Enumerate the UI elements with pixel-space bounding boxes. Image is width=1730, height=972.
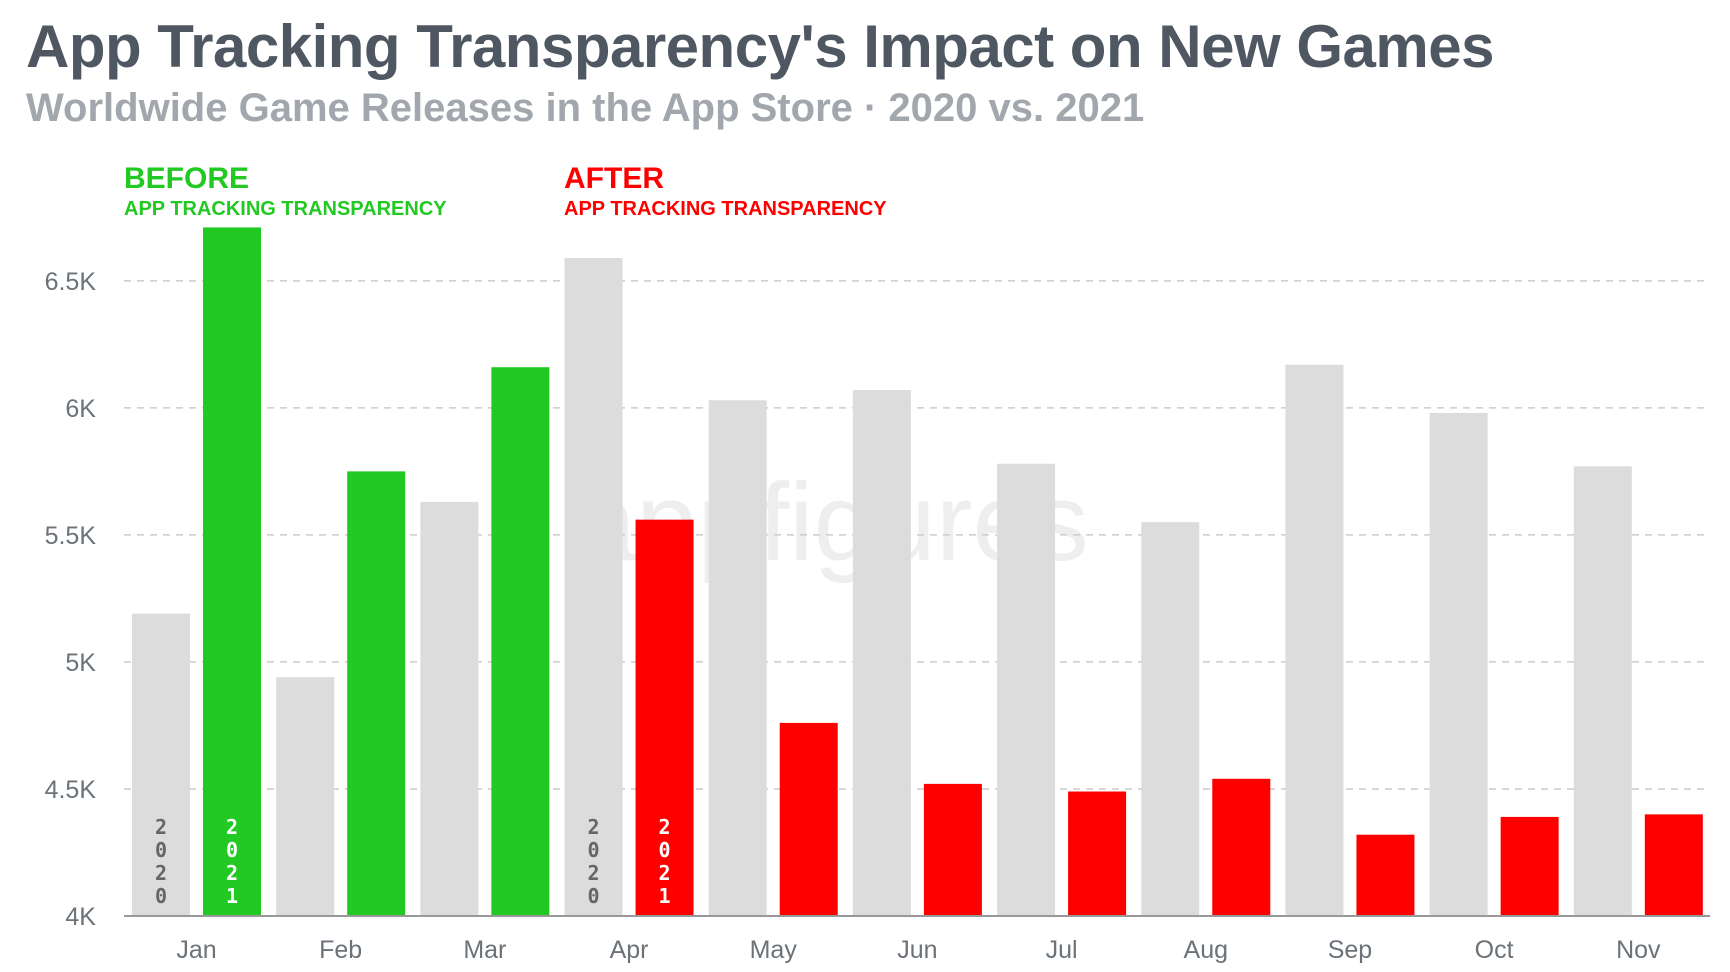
x-tick-label: Jul	[1046, 936, 1078, 964]
chart-title: App Tracking Transparency's Impact on Ne…	[26, 13, 1494, 80]
x-axis-ticks: Jan Feb Mar Apr May Jun Jul Aug Sep Oct Nov	[176, 936, 1661, 964]
bar-2021-mar	[491, 367, 550, 916]
bar-2021-jun	[923, 783, 982, 916]
x-tick-label: Sep	[1328, 936, 1372, 964]
bar-2021-jan	[203, 227, 261, 917]
chart-subtitle: Worldwide Game Releases in the App Store…	[26, 86, 1145, 130]
bar-2021-feb	[347, 471, 406, 916]
bar-2020-feb	[276, 677, 335, 916]
bar-2021-nov	[1644, 814, 1703, 916]
bars: 2 0 2 0 2 0 2 1 2 0 2 0 2 0 2 1	[132, 227, 1703, 917]
bar-2021-jul	[1068, 791, 1127, 916]
x-tick-label: Oct	[1475, 936, 1514, 964]
bar-2020-apr	[564, 257, 623, 917]
bar-2020-jun	[852, 390, 911, 917]
bar-2020-jan	[132, 613, 190, 916]
y-tick-label: 5.5K	[45, 522, 97, 550]
bar-2020-may	[708, 400, 767, 917]
bar-2021-aug	[1212, 778, 1271, 916]
after-label: AFTER	[564, 162, 664, 195]
bar-2021-may	[779, 722, 838, 916]
bar-2020-nov	[1573, 466, 1632, 916]
bar-2021-apr	[635, 519, 694, 916]
x-tick-label: Nov	[1616, 936, 1661, 964]
bar-2020-mar	[420, 501, 479, 916]
bar-2020-sep	[1285, 364, 1344, 916]
y-tick-label: 6.5K	[45, 268, 97, 296]
bar-2020-jul	[997, 463, 1056, 916]
x-tick-label: Jan	[176, 936, 216, 964]
before-sublabel: APP TRACKING TRANSPARENCY	[124, 198, 447, 220]
x-tick-label: Apr	[610, 936, 649, 964]
x-tick-label: Jun	[897, 936, 937, 964]
bar-2021-sep	[1356, 834, 1415, 916]
bar-2020-oct	[1429, 412, 1488, 916]
x-tick-label: Feb	[319, 936, 362, 964]
y-tick-label: 4.5K	[45, 776, 97, 804]
x-tick-label: May	[750, 936, 798, 964]
y-tick-label: 5K	[65, 649, 96, 677]
bar-2020-aug	[1141, 522, 1200, 916]
y-axis-ticks: 4K 4.5K 5K 5.5K 6K 6.5K	[45, 268, 97, 931]
before-label: BEFORE	[124, 162, 249, 195]
x-tick-label: Mar	[463, 936, 506, 964]
y-tick-label: 6K	[65, 395, 96, 423]
after-sublabel: APP TRACKING TRANSPARENCY	[564, 198, 887, 220]
x-tick-label: Aug	[1184, 936, 1228, 964]
y-tick-label: 4K	[65, 903, 96, 931]
bar-2021-oct	[1500, 816, 1559, 916]
